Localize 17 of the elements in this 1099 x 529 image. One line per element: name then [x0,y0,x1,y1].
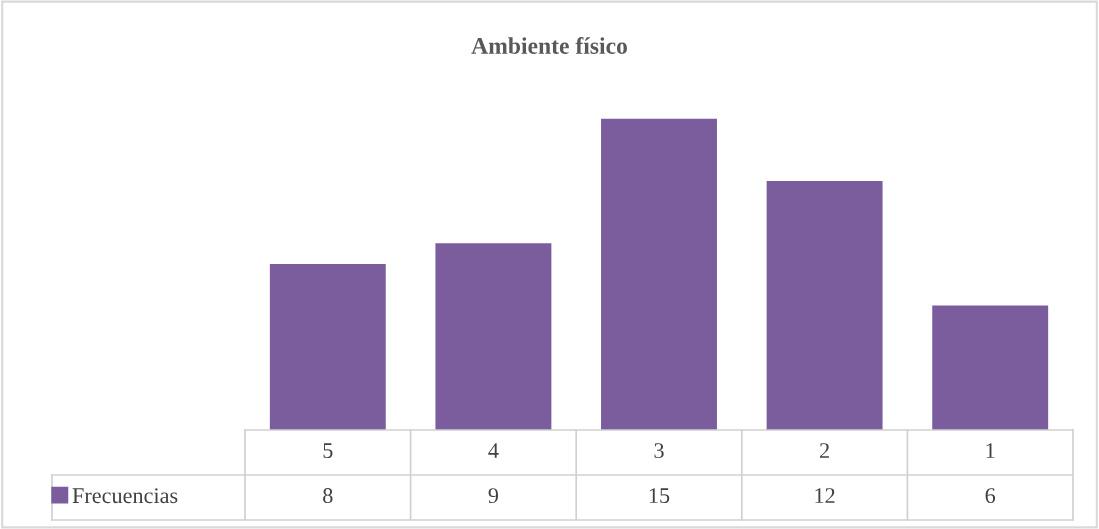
bar [435,243,552,430]
bar [932,305,1049,430]
data-label: 9 [488,488,499,504]
legend-label: Frecuencias [72,488,178,504]
chart-title: Ambiente físico [471,37,627,54]
data-label: 8 [323,488,333,504]
bar [766,180,883,430]
data-label: 12 [815,488,835,503]
x-tick-label: 2 [820,443,829,458]
bar [269,263,386,430]
bar [601,118,717,430]
x-tick-label: 3 [654,443,664,459]
data-label: 15 [649,488,670,504]
data-label: 6 [985,488,996,504]
x-tick-label: 5 [323,443,333,459]
x-tick-label: 4 [488,443,499,458]
x-tick-label: 1 [986,443,995,458]
